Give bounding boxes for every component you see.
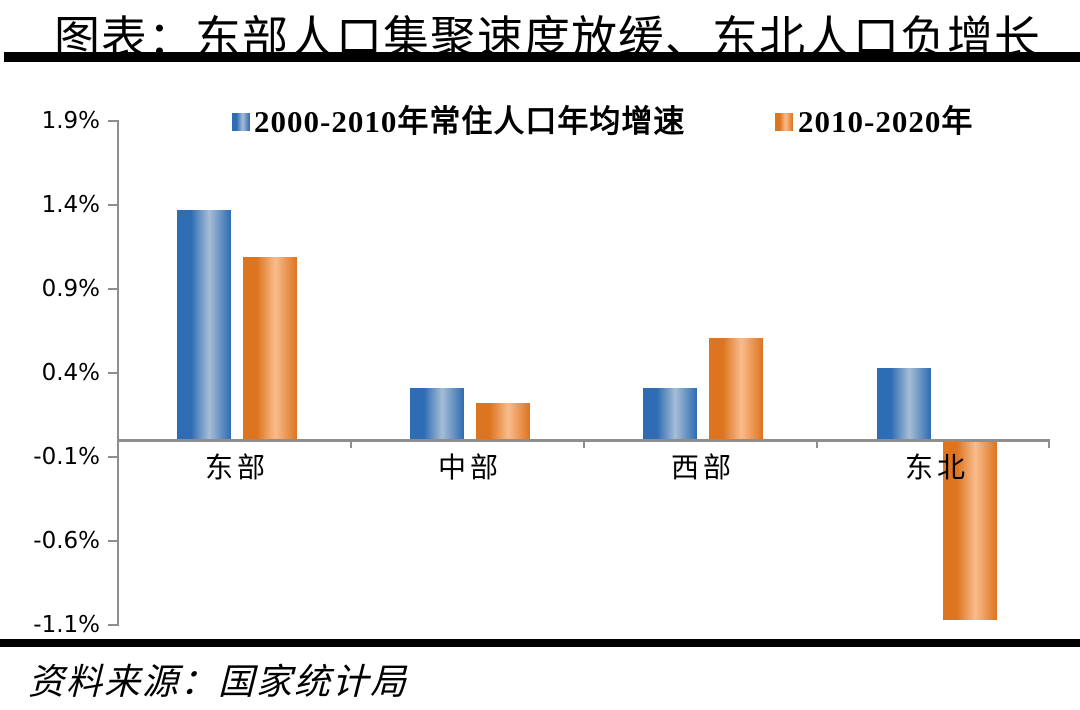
y-tick-mark xyxy=(108,287,117,290)
legend-label-2010-2020: 2010-2020年 xyxy=(798,104,973,140)
chart-title: 图表：东部人口集聚速度放缓、东北人口负增长 xyxy=(54,13,1041,64)
bar-2010-2020-west xyxy=(709,337,763,440)
legend-swatch-2010-2020 xyxy=(775,113,793,131)
y-tick-mark xyxy=(108,371,117,374)
y-tick-label: 1.4% xyxy=(41,191,100,218)
bar-2010-2020-northeast xyxy=(943,440,997,620)
bar-2010-2020-east xyxy=(243,256,297,440)
x-tick-mark xyxy=(350,440,352,448)
y-tick-mark xyxy=(108,203,117,206)
y-tick-label: 1.9% xyxy=(41,107,100,134)
legend-swatch-2000-2010 xyxy=(232,113,250,131)
bar-2000-2010-west xyxy=(643,387,697,440)
bar-2000-2010-east xyxy=(177,209,231,440)
y-tick-mark xyxy=(108,539,117,542)
y-tick-label: 0.9% xyxy=(41,275,100,302)
footer-divider-rule xyxy=(0,639,1080,647)
legend-label-text: 2000-2010年常住人口年均增速 xyxy=(254,104,686,139)
bar-2010-2020-central xyxy=(476,403,530,440)
category-label-west: 西部 xyxy=(670,453,735,484)
legend-label-text: 2010-2020年 xyxy=(798,104,974,139)
y-tick-mark xyxy=(108,119,117,122)
y-tick-mark xyxy=(108,455,117,458)
y-tick-label: 0.4% xyxy=(41,359,100,386)
x-tick-mark xyxy=(1048,440,1050,448)
category-label-central: 中部 xyxy=(437,453,502,484)
legend-label-2000-2010: 2000-2010年常住人口年均增速 xyxy=(254,104,685,140)
x-tick-mark xyxy=(816,440,818,448)
x-tick-mark xyxy=(583,440,585,448)
y-tick-label: -0.1% xyxy=(33,443,100,470)
y-tick-label: -1.1% xyxy=(33,611,100,638)
category-label-northeast: 东北 xyxy=(904,453,969,484)
bar-2000-2010-central xyxy=(410,387,464,440)
title-divider-rule xyxy=(4,52,1080,62)
bar-2000-2010-northeast xyxy=(877,367,931,440)
category-label-east: 东部 xyxy=(204,453,269,484)
source-note: 资料来源：国家统计局 xyxy=(28,662,409,702)
y-tick-label: -0.6% xyxy=(33,527,100,554)
y-tick-mark xyxy=(108,623,117,626)
y-axis-line xyxy=(117,119,119,626)
